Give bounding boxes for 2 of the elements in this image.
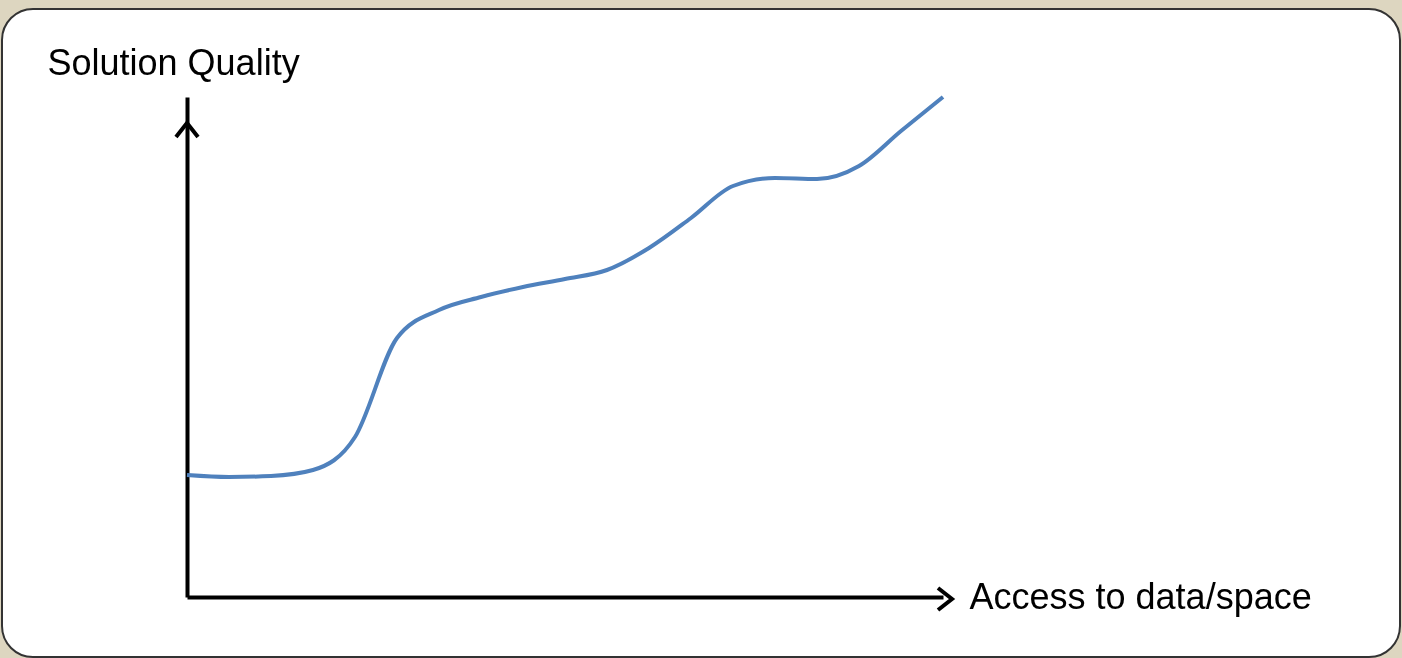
- x-axis-title: Access to data/space: [969, 575, 1312, 617]
- y-axis-title: Solution Quality: [47, 41, 300, 83]
